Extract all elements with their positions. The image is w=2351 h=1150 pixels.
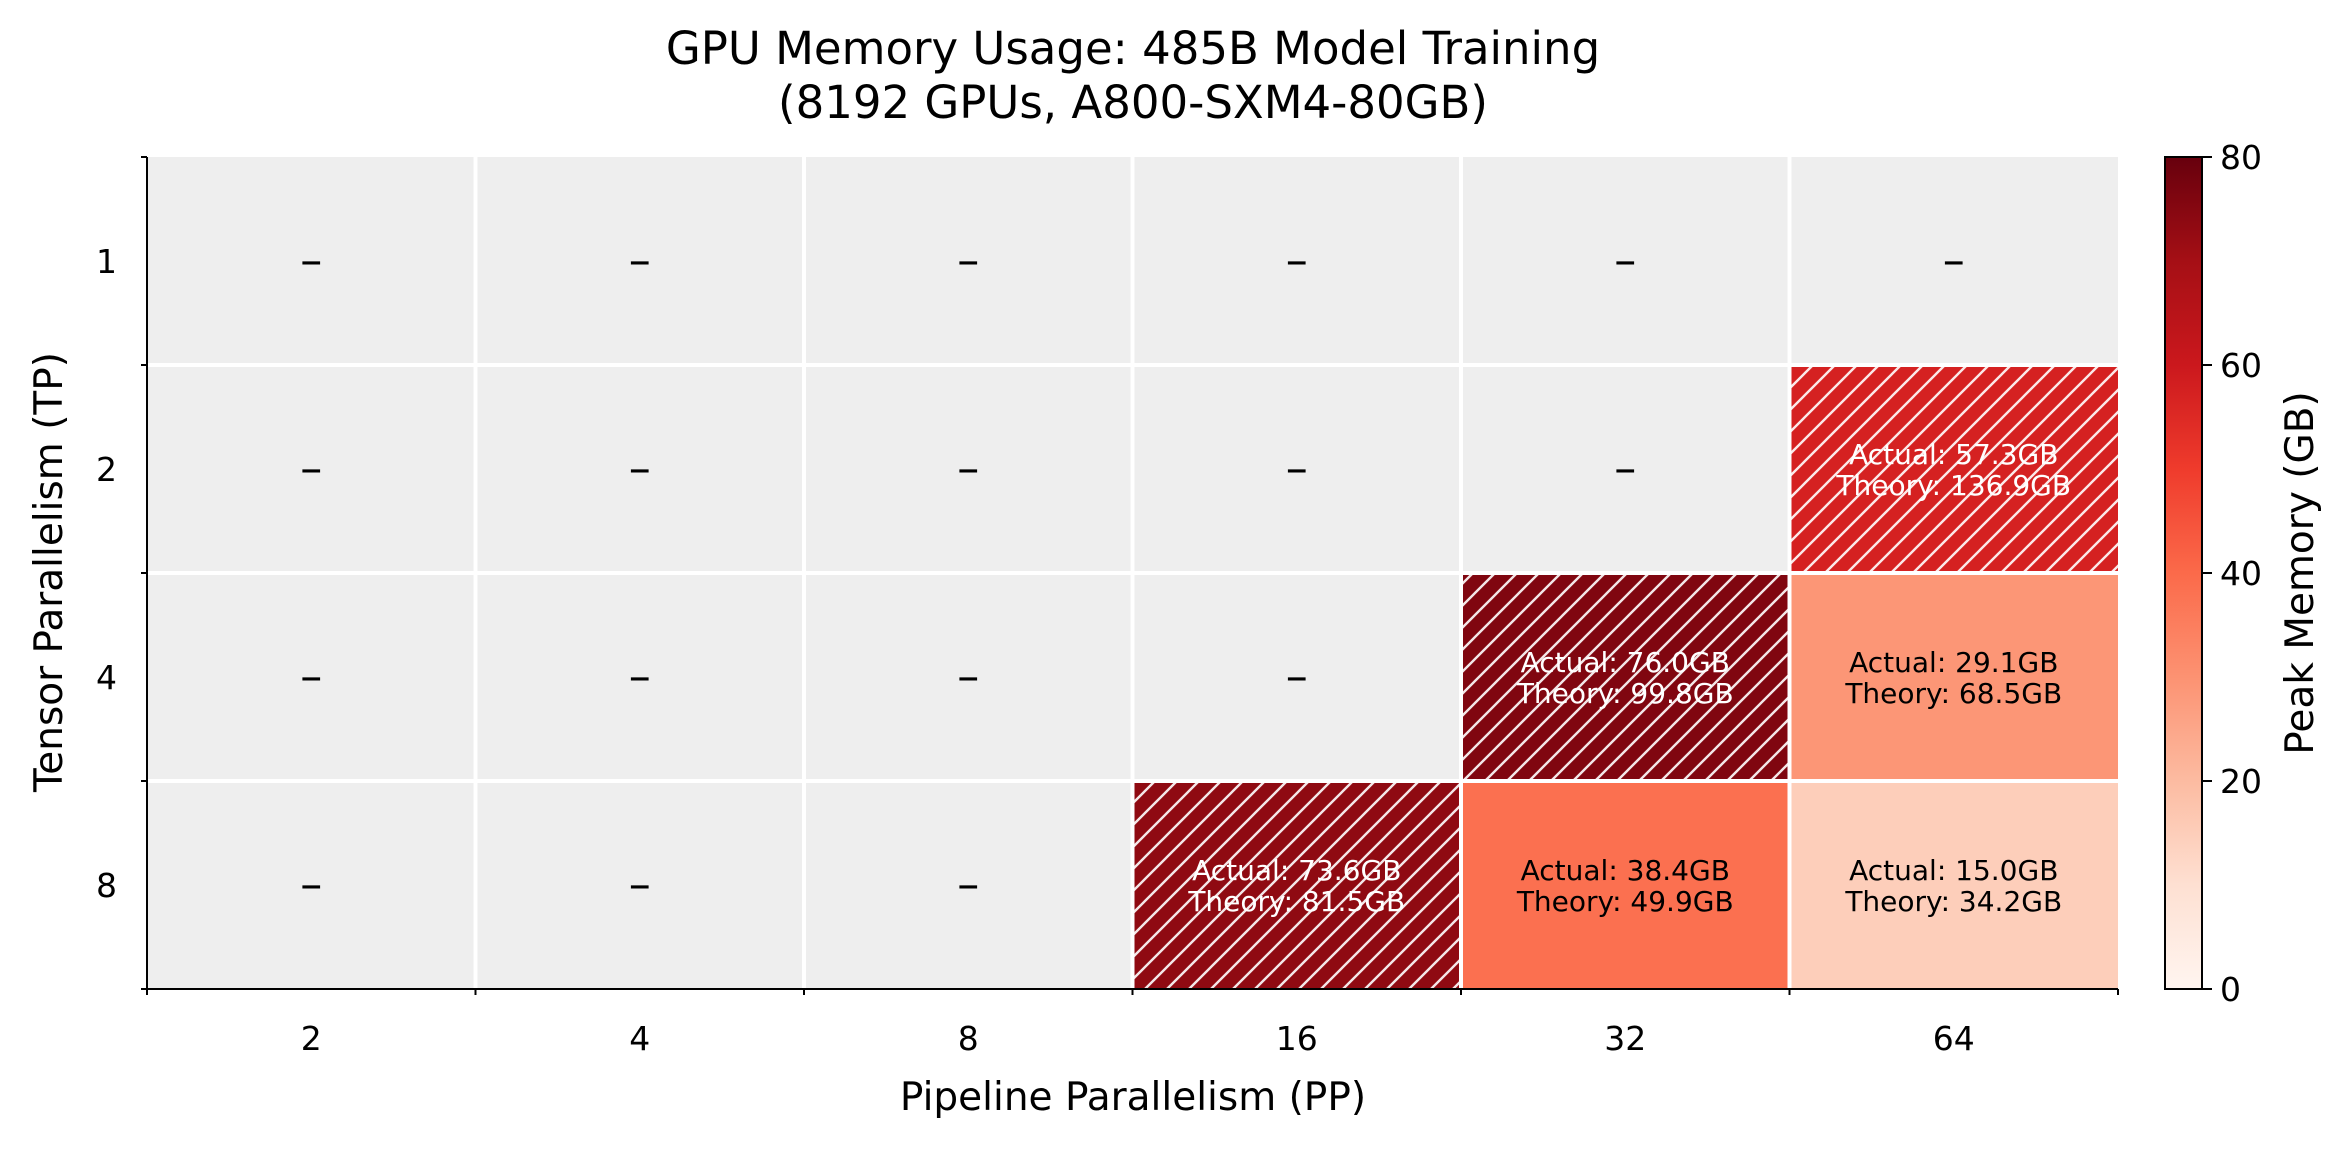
missing-marker: – [300, 651, 322, 702]
colorbar-tick-label: 80 [2220, 138, 2262, 177]
missing-marker: – [629, 235, 651, 286]
missing-marker: – [1286, 651, 1308, 702]
y-tick-label: 2 [96, 450, 117, 489]
missing-marker: – [1614, 235, 1636, 286]
missing-marker: – [629, 859, 651, 910]
cell-theory-label: Theory: 34.2GB [1844, 885, 2062, 918]
cell-theory-label: Theory: 136.9GB [1835, 469, 2071, 502]
y-axis-label: Tensor Parallelism (TP) [27, 352, 72, 793]
y-tick-label: 4 [96, 658, 117, 697]
colorbar: 0 20 40 60 80 Peak Memory (GB) [2164, 138, 2323, 1009]
colorbar-ticks: 0 20 40 60 80 [2202, 138, 2262, 1009]
heatmap-cell [1789, 781, 2118, 989]
x-axis-label: Pipeline Parallelism (PP) [900, 1075, 1366, 1120]
cell-actual-label: Actual: 15.0GB [1849, 854, 2058, 887]
hatch-overlay [1789, 365, 2118, 573]
cell-actual-label: Actual: 29.1GB [1849, 646, 2058, 679]
colorbar-label: Peak Memory (GB) [2278, 391, 2323, 754]
missing-marker: – [1286, 443, 1308, 494]
heatmap-cell [1789, 573, 2118, 781]
chart-subtitle: (8192 GPUs, A800-SXM4-80GB) [778, 76, 1488, 129]
missing-marker: – [957, 859, 979, 910]
colorbar-tick-label: 60 [2220, 346, 2262, 385]
x-tick-label: 8 [958, 1019, 979, 1058]
x-tick-label: 16 [1276, 1019, 1318, 1058]
missing-marker: – [957, 235, 979, 286]
x-tick-label: 32 [1604, 1019, 1646, 1058]
missing-marker: – [1286, 235, 1308, 286]
y-tick-label: 8 [96, 866, 117, 905]
cell-theory-label: Theory: 49.9GB [1516, 885, 1734, 918]
missing-marker: – [629, 443, 651, 494]
cell-actual-label: Actual: 57.3GB [1849, 438, 2058, 471]
missing-marker: – [957, 651, 979, 702]
hatch-overlay [1132, 781, 1461, 989]
x-tick-label: 2 [301, 1019, 322, 1058]
cell-actual-label: Actual: 73.6GB [1192, 854, 1401, 887]
missing-marker: – [1943, 235, 1965, 286]
cell-theory-label: Theory: 81.5GB [1187, 885, 1405, 918]
cell-theory-label: Theory: 99.8GB [1516, 677, 1734, 710]
missing-marker: – [957, 443, 979, 494]
axes: 2 4 8 16 32 64 1 2 4 8 [96, 156, 2119, 1058]
heatmap-cell [1461, 781, 1790, 989]
x-tick-label: 4 [629, 1019, 650, 1058]
missing-marker: – [300, 443, 322, 494]
missing-marker: – [300, 235, 322, 286]
missing-marker: – [629, 651, 651, 702]
colorbar-tick-label: 0 [2220, 970, 2241, 1009]
missing-marker: – [300, 859, 322, 910]
colorbar-tick-label: 40 [2220, 554, 2262, 593]
cell-actual-label: Actual: 38.4GB [1521, 854, 1730, 887]
cell-theory-label: Theory: 68.5GB [1844, 677, 2062, 710]
missing-marker: – [1614, 443, 1636, 494]
cell-actual-label: Actual: 76.0GB [1521, 646, 1730, 679]
x-tick-label: 64 [1933, 1019, 1975, 1058]
y-tick-label: 1 [96, 242, 117, 281]
chart-title: GPU Memory Usage: 485B Model Training [666, 22, 1600, 75]
colorbar-gradient [2164, 156, 2203, 990]
hatch-overlay [1461, 573, 1790, 781]
colorbar-tick-label: 20 [2220, 762, 2262, 801]
